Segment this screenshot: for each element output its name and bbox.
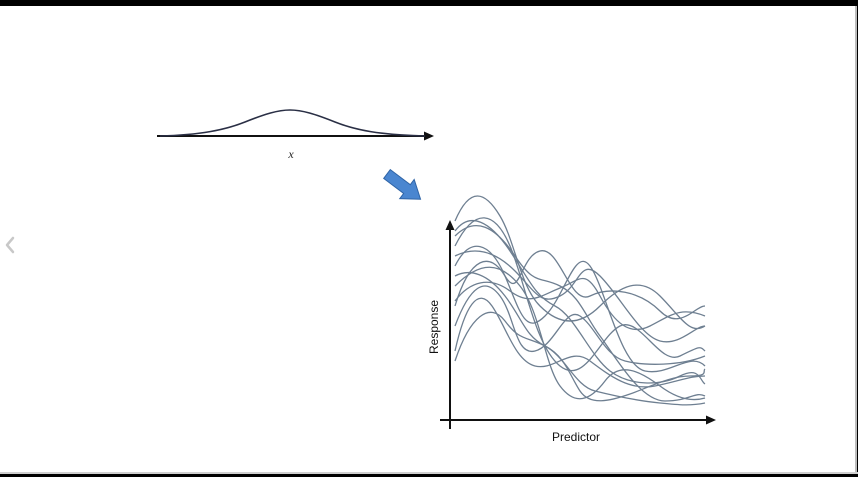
function-curve [454,217,706,372]
slide-canvas: x [0,6,857,472]
function-curve [454,250,706,320]
density-curve [159,109,426,137]
function-curve [454,220,706,385]
distribution-axis-label: x [287,147,294,161]
function-curve [454,225,706,402]
function-curve [454,250,706,343]
x-axis-label: Predictor [552,430,600,444]
function-curve [454,272,706,406]
functional-plot: Response Predictor [427,195,716,444]
y-axis-label: Response [427,300,441,354]
diagonal-arrow-icon [382,168,422,200]
function-curves [454,195,706,406]
function-curve [454,195,706,330]
slide-figure: x [157,109,716,444]
chevron-left-icon [5,236,15,254]
distribution-plot: x [157,109,434,161]
function-curve [454,297,706,388]
function-curve [454,266,706,401]
x-axis-arrowhead [706,415,716,425]
function-curve [454,285,706,365]
frame-bottom-edge [0,472,858,474]
distribution-axis-arrowhead [424,131,434,141]
function-curve [454,277,706,331]
previous-slide-button[interactable] [2,232,18,258]
function-curve [454,245,706,373]
function-curve [454,311,706,402]
y-axis-arrowhead [445,220,455,230]
